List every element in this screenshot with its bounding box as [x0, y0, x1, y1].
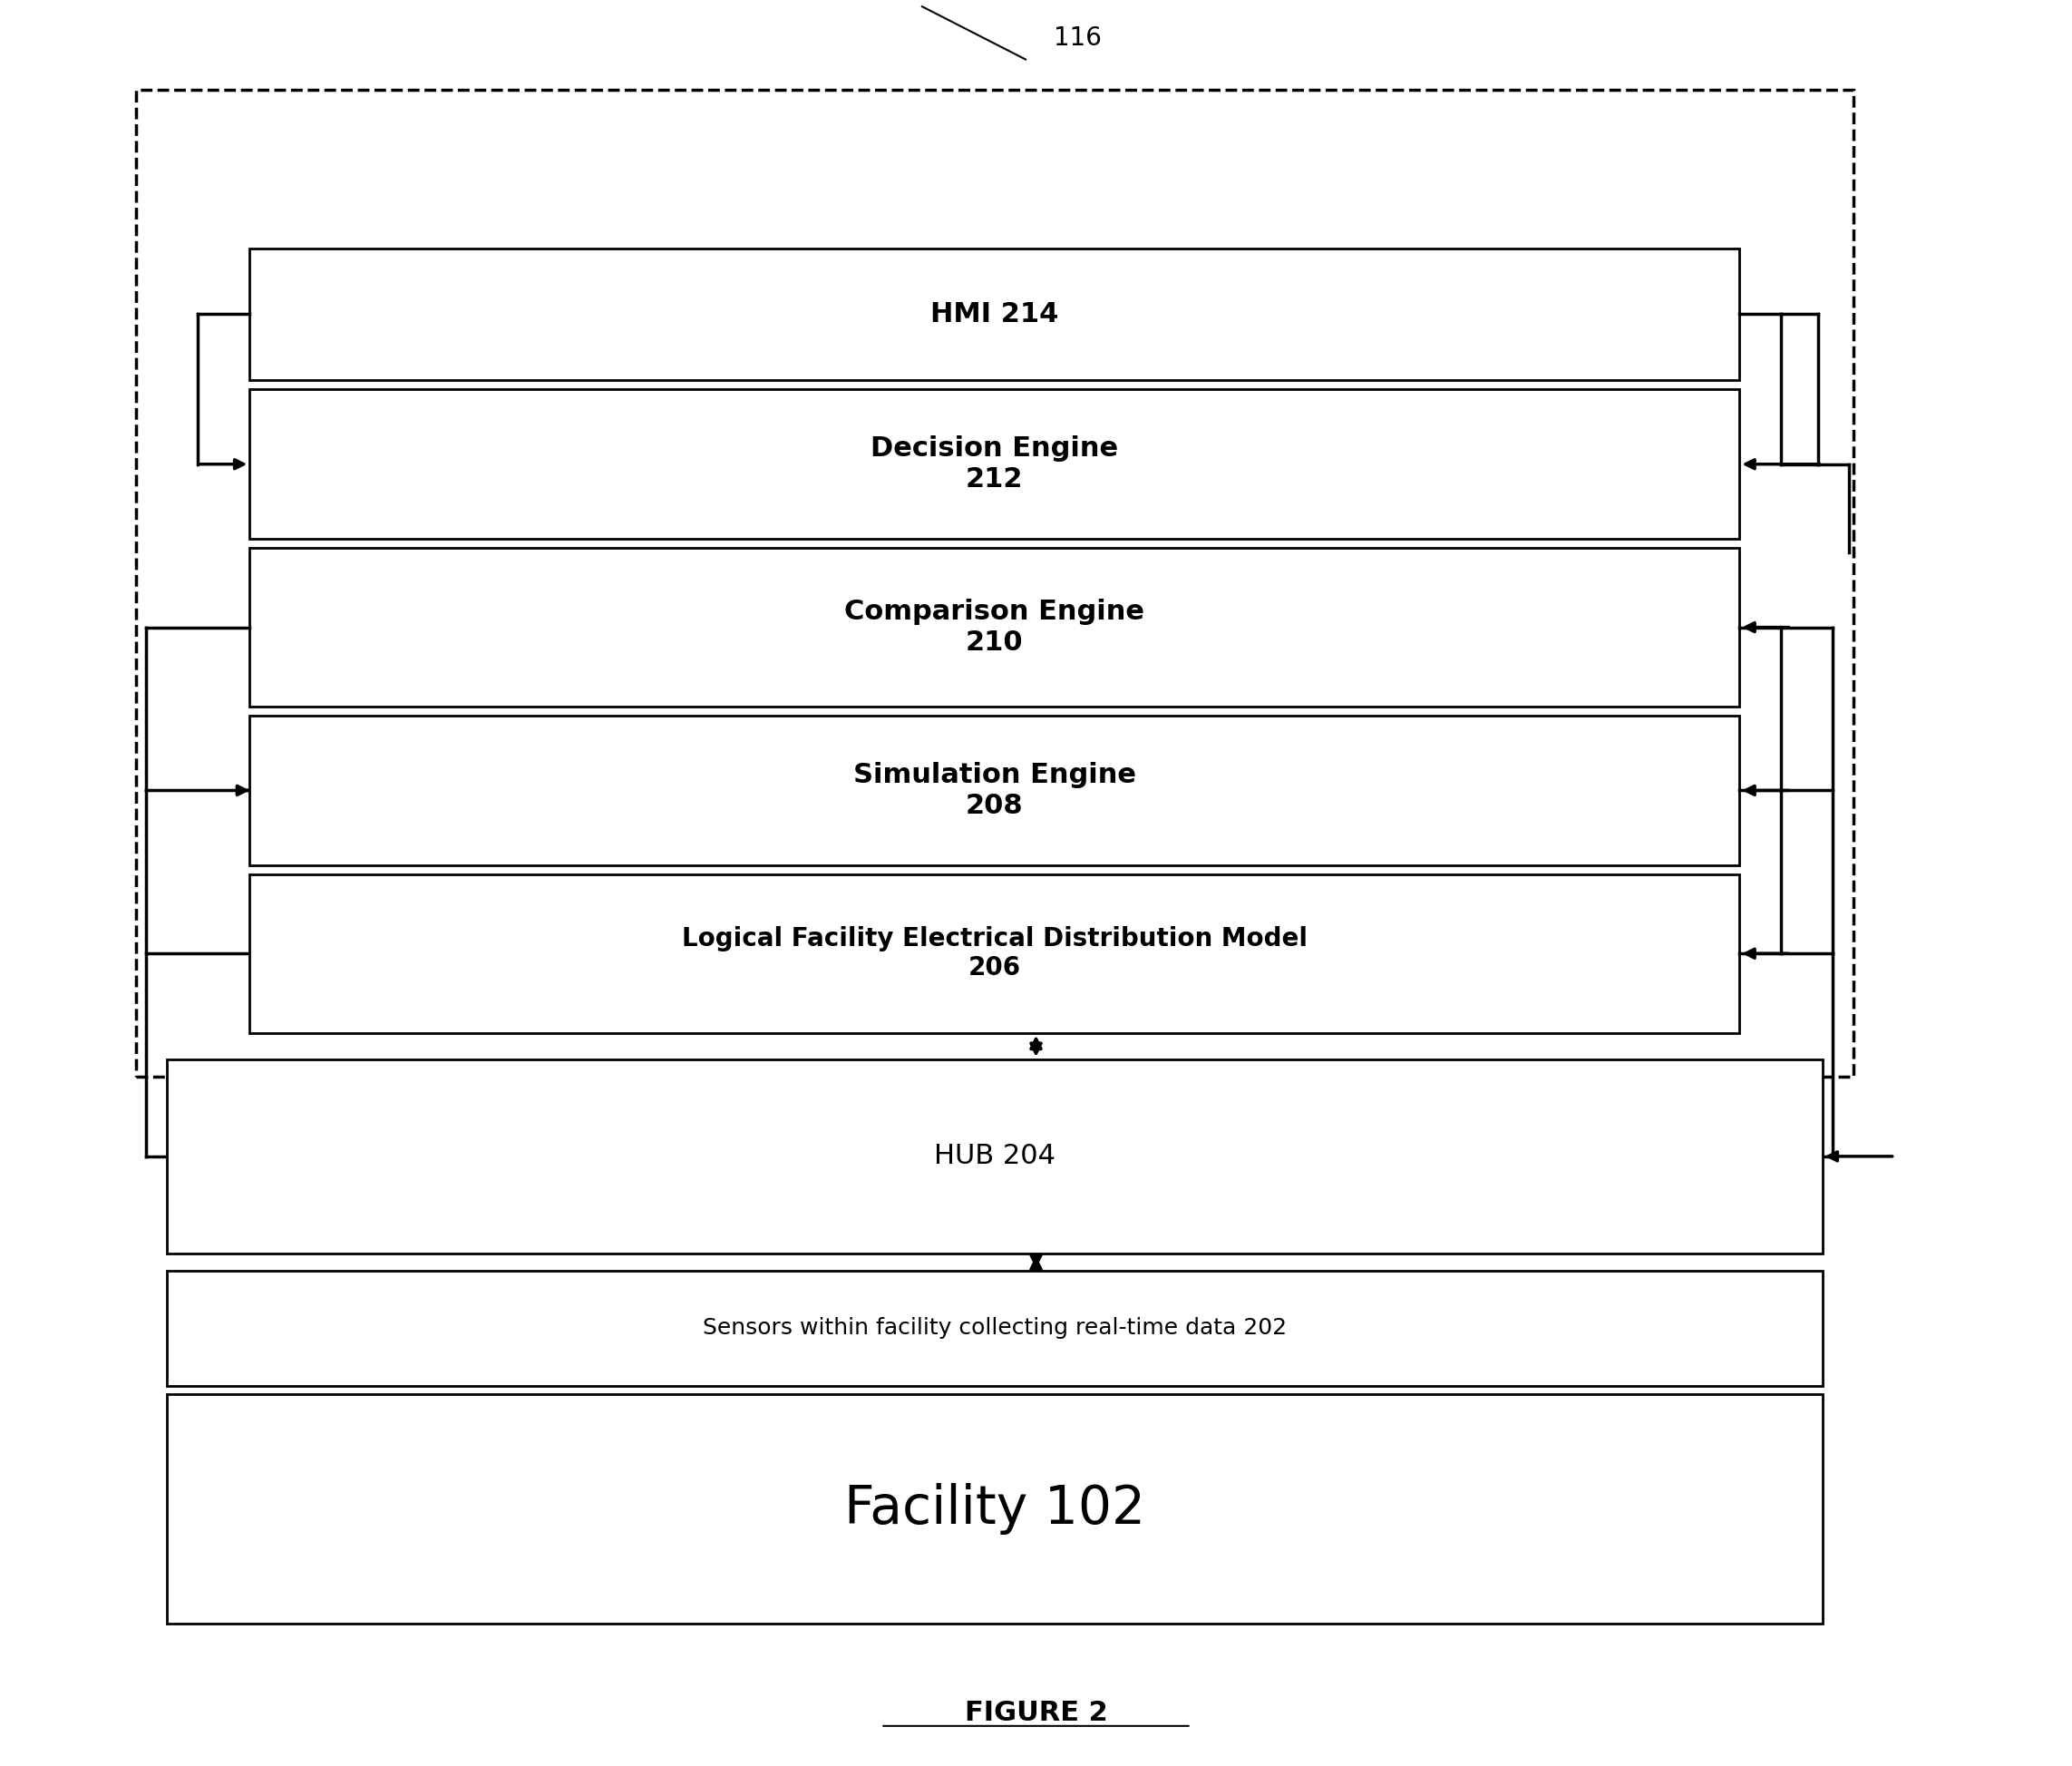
FancyBboxPatch shape [249, 874, 1740, 1033]
Text: Sensors within facility collecting real-time data 202: Sensors within facility collecting real-… [702, 1317, 1287, 1339]
Text: Simulation Engine
208: Simulation Engine 208 [854, 761, 1135, 819]
Text: Comparison Engine
210: Comparison Engine 210 [845, 599, 1144, 655]
Text: Logical Facility Electrical Distribution Model
206: Logical Facility Electrical Distribution… [682, 925, 1307, 980]
FancyBboxPatch shape [168, 1272, 1823, 1386]
Text: Facility 102: Facility 102 [843, 1483, 1146, 1535]
Text: Decision Engine
212: Decision Engine 212 [870, 436, 1119, 493]
FancyBboxPatch shape [249, 715, 1740, 865]
Text: HMI 214: HMI 214 [930, 302, 1059, 327]
FancyBboxPatch shape [249, 249, 1740, 380]
FancyBboxPatch shape [249, 547, 1740, 706]
FancyBboxPatch shape [168, 1395, 1823, 1623]
Text: 116: 116 [1053, 25, 1102, 51]
Text: HUB 204: HUB 204 [934, 1143, 1055, 1169]
Text: FIGURE 2: FIGURE 2 [963, 1699, 1109, 1725]
FancyBboxPatch shape [168, 1060, 1823, 1254]
FancyBboxPatch shape [249, 389, 1740, 539]
